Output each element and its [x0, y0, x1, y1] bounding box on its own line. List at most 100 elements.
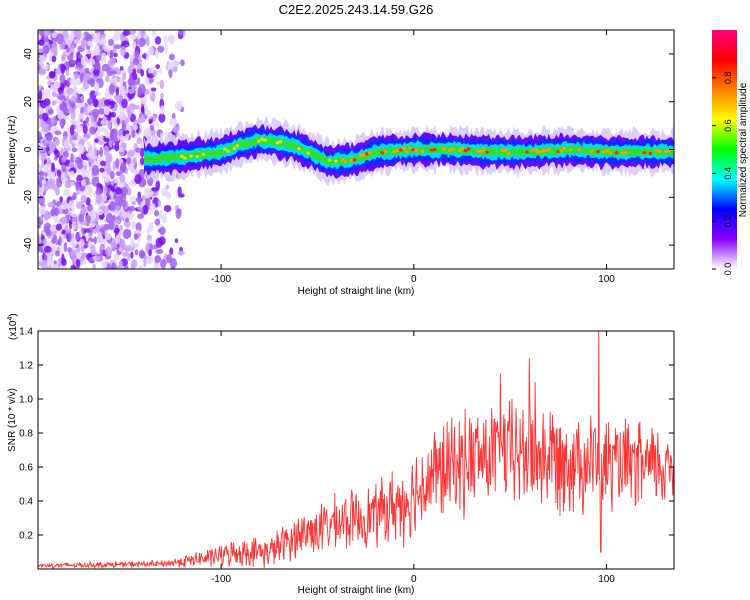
- noise-blob: [112, 214, 116, 222]
- snr-y-tick-label: 1.0: [19, 395, 33, 406]
- noise-blob: [39, 205, 46, 215]
- noise-blob: [85, 45, 91, 51]
- noise-blob: [100, 120, 105, 125]
- noise-blob: [128, 88, 135, 95]
- ridge-peak: [327, 158, 332, 162]
- noise-blob: [94, 44, 99, 55]
- noise-blob: [76, 125, 83, 134]
- noise-blob: [85, 116, 90, 123]
- ridge-peak: [340, 157, 344, 162]
- noise-blob: [120, 186, 128, 196]
- noise-blob: [121, 122, 127, 131]
- noise-blob: [166, 191, 172, 200]
- noise-blob: [125, 217, 130, 223]
- noise-blob: [122, 142, 127, 149]
- noise-blob: [73, 38, 82, 45]
- noise-blob: [109, 49, 114, 58]
- noise-blob: [105, 212, 114, 223]
- svg-text:(x104): (x104): [7, 313, 19, 340]
- noise-blob: [177, 186, 182, 196]
- noise-blob: [46, 171, 53, 179]
- noise-blob: [152, 115, 157, 122]
- ridge-peak: [451, 147, 455, 151]
- ridge-peak: [408, 146, 412, 150]
- noise-blob: [158, 67, 162, 74]
- noise-blob: [135, 147, 142, 153]
- noise-blob: [93, 61, 101, 70]
- noise-blob: [41, 160, 45, 169]
- noise-blob: [39, 142, 44, 147]
- noise-blob: [114, 187, 122, 195]
- snr-y-label: SNR (10 * v/v): [7, 388, 18, 452]
- noise-blob: [92, 32, 101, 44]
- noise-blob: [59, 196, 64, 203]
- noise-blob: [89, 225, 93, 235]
- ridge-peak: [201, 152, 206, 156]
- snr-data: [38, 331, 674, 569]
- snr-y-tick-label: 1.2: [19, 361, 33, 372]
- ridge-peak: [537, 150, 542, 154]
- noise-blob: [38, 39, 45, 46]
- noise-blob: [55, 250, 60, 257]
- noise-blob: [97, 140, 105, 145]
- ridge-peak: [466, 147, 471, 151]
- noise-blob: [116, 94, 123, 104]
- snr-series-line: [38, 331, 674, 569]
- spectrogram-data: [38, 30, 674, 269]
- noise-blob: [70, 212, 78, 218]
- noise-blob: [67, 34, 75, 42]
- ridge-peak: [525, 150, 529, 154]
- noise-blob: [53, 213, 59, 224]
- noise-blob: [67, 247, 72, 253]
- ridge-peak: [395, 148, 400, 153]
- noise-blob: [138, 83, 146, 95]
- noise-blob: [54, 130, 62, 136]
- noise-blob: [143, 257, 147, 268]
- spectrogram-y-tick-label: 40: [23, 48, 34, 60]
- noise-blob: [49, 141, 56, 152]
- noise-blob: [119, 173, 126, 183]
- noise-blob: [148, 249, 152, 257]
- noise-blob: [59, 216, 68, 225]
- chart-title: C2E2.2025.243.14.59.G26: [279, 2, 434, 17]
- noise-blob: [89, 126, 97, 135]
- noise-blob: [70, 249, 77, 260]
- noise-blob: [160, 259, 167, 269]
- noise-blob: [123, 265, 129, 269]
- noise-blob: [76, 134, 81, 142]
- noise-blob: [113, 227, 121, 234]
- noise-blob: [50, 84, 58, 92]
- ridge-peak: [642, 151, 647, 155]
- noise-blob: [151, 122, 160, 127]
- colorbar-tick-label: 0.6: [723, 119, 733, 132]
- ridge-peak: [657, 149, 662, 153]
- noise-blob: [84, 67, 90, 74]
- noise-blob: [168, 67, 173, 79]
- ridge-peak: [540, 149, 545, 153]
- noise-blob: [130, 263, 134, 269]
- ridge-peak: [556, 150, 560, 154]
- noise-blob: [71, 221, 77, 230]
- colorbar-label: Normalized spectral amplitude: [738, 82, 749, 217]
- noise-blob: [110, 242, 118, 250]
- noise-blob: [38, 171, 45, 177]
- noise-blob: [97, 234, 104, 244]
- noise-blob: [122, 72, 127, 81]
- noise-blob: [48, 71, 55, 79]
- ridge-peak: [260, 137, 264, 141]
- noise-blob: [111, 262, 117, 269]
- noise-blob: [102, 171, 108, 181]
- ridge-peak: [559, 149, 563, 153]
- noise-blob: [127, 252, 131, 261]
- noise-blob: [158, 113, 166, 123]
- noise-blob: [81, 260, 87, 265]
- noise-blob: [95, 255, 102, 262]
- noise-blob: [58, 236, 62, 247]
- ridge-peak: [223, 147, 227, 151]
- noise-blob: [94, 91, 99, 96]
- noise-blob: [113, 254, 120, 261]
- noise-blob: [163, 35, 168, 45]
- noise-blob: [131, 129, 136, 139]
- noise-blob: [69, 119, 77, 125]
- snr-x-tick-label: 100: [598, 574, 615, 585]
